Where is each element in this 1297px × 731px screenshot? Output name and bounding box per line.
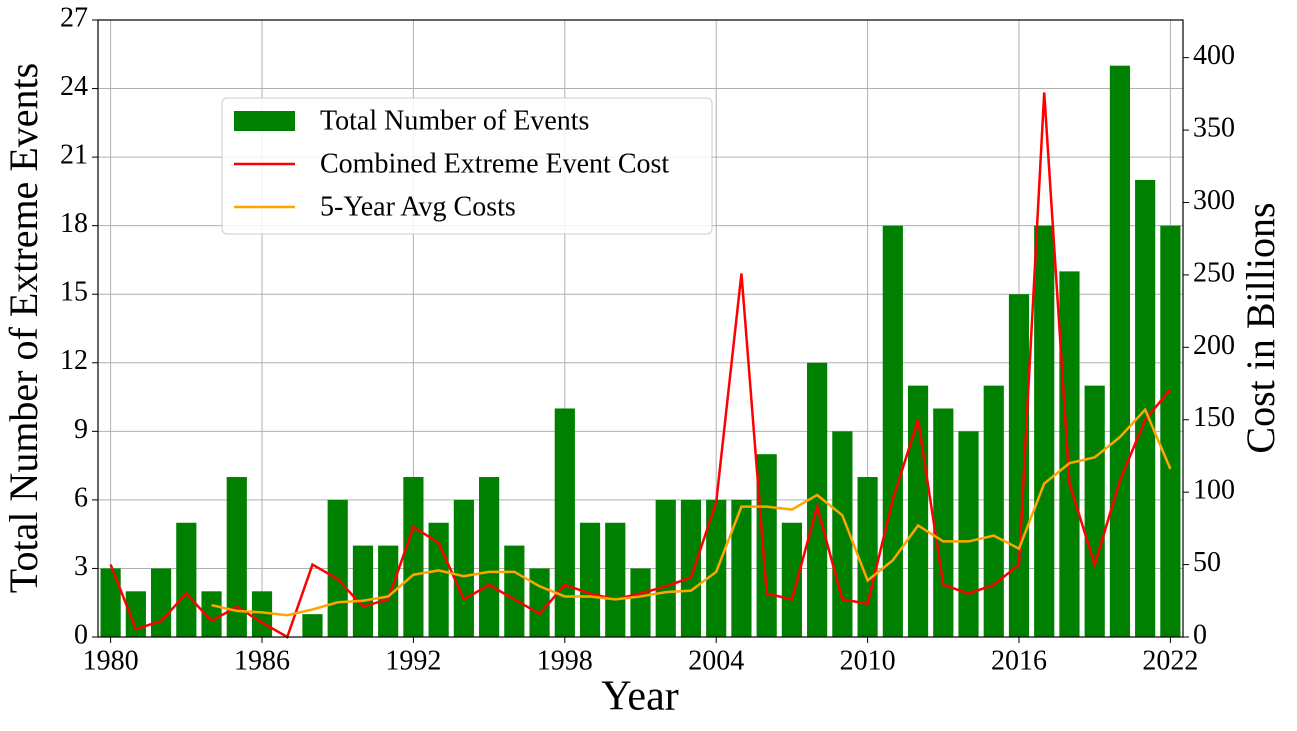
x-tick-label: 2004: [688, 645, 744, 676]
bar: [630, 568, 651, 637]
x-tick-label: 1980: [83, 645, 139, 676]
bar: [655, 499, 676, 637]
y-tick-label: 24: [60, 71, 88, 102]
bar: [529, 568, 550, 637]
bar: [403, 477, 424, 637]
y-tick-label: 3: [74, 551, 88, 582]
y2-tick-label: 100: [1193, 475, 1235, 506]
line: [211, 407, 1172, 617]
bar: [554, 408, 575, 637]
legend: Total Number of Events Combined Extreme E…: [221, 97, 713, 235]
bar: [579, 522, 601, 637]
legend-label: 5-Year Avg Costs: [320, 191, 516, 222]
legend-box: [221, 97, 713, 235]
bar: [378, 545, 399, 637]
x-axis-label: Year: [601, 674, 678, 720]
y-tick-label: 9: [74, 414, 88, 445]
bar: [352, 545, 374, 637]
bar: [933, 408, 954, 637]
bar: [882, 225, 903, 637]
bar: [756, 454, 777, 637]
bar: [1160, 225, 1181, 637]
bar: [605, 522, 626, 637]
bar: [958, 431, 979, 637]
bar: [983, 385, 1004, 637]
y-tick-label: 21: [60, 140, 88, 171]
bar: [327, 499, 348, 637]
bar: [100, 568, 121, 637]
y2-axis-label: Cost in Billions: [1238, 202, 1283, 453]
plot-frame: [97, 19, 1184, 638]
y-tick-label: 18: [60, 208, 88, 239]
y-tick-label: 15: [60, 277, 88, 308]
legend-label: Combined Extreme Event Cost: [320, 148, 669, 179]
y-tick-label: 0: [74, 619, 88, 650]
y2-tick-label: 200: [1193, 330, 1235, 361]
x-tick-label: 1986: [234, 645, 290, 676]
bar: [302, 614, 323, 637]
y-axis-label: Total Number of Extreme Events: [1, 63, 46, 593]
x-tick-label: 1998: [537, 645, 593, 676]
y-tick-label: 6: [74, 482, 88, 513]
x-tick-label: 1992: [385, 645, 441, 676]
bar: [428, 522, 449, 637]
bar: [504, 545, 525, 637]
bar: [1059, 271, 1080, 637]
bar: [807, 362, 828, 637]
bar: [781, 522, 802, 637]
bar: [150, 568, 172, 637]
y-tick-label: 12: [60, 345, 88, 376]
bar: [453, 499, 474, 637]
bar: [226, 477, 247, 637]
x-tick-label: 2022: [1142, 645, 1198, 676]
bar: [731, 499, 752, 637]
bar: [1008, 294, 1030, 637]
legend-label: Total Number of Events: [320, 105, 589, 136]
x-tick-label: 2016: [991, 645, 1047, 676]
legend-swatch: [234, 111, 295, 131]
y2-tick-label: 250: [1193, 257, 1235, 288]
marks: [100, 65, 1181, 639]
y2-tick-label: 50: [1193, 547, 1221, 578]
y2-tick-label: 0: [1193, 619, 1207, 650]
bar: [125, 591, 146, 637]
y2-tick-label: 300: [1193, 185, 1235, 216]
bar: [1084, 385, 1105, 637]
bar: [1034, 225, 1055, 637]
y2-tick-label: 350: [1193, 112, 1235, 143]
x-tick-label: 2010: [840, 645, 896, 676]
bar: [857, 477, 878, 637]
y2-tick-label: 400: [1193, 40, 1235, 71]
bar: [176, 522, 197, 637]
bar: [1109, 65, 1131, 637]
bar: [832, 431, 853, 637]
y2-tick-label: 150: [1193, 402, 1235, 433]
y-tick-label: 27: [60, 2, 88, 33]
bar: [680, 499, 702, 637]
bar: [479, 477, 500, 637]
bar: [201, 591, 222, 637]
